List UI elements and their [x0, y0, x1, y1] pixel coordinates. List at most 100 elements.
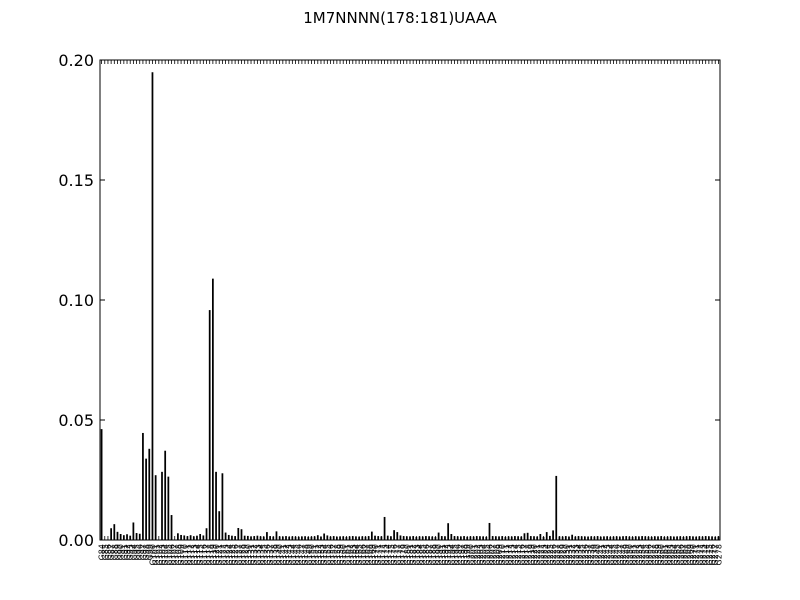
bar-120	[215, 471, 217, 540]
x-tick-label: G172	[377, 544, 386, 565]
x-tick-label: G211	[501, 544, 510, 565]
x-tick-label: G110	[180, 544, 189, 565]
x-tick-label: G149	[304, 544, 313, 565]
bar-226	[552, 530, 554, 540]
x-tick-label: G224	[543, 544, 552, 565]
bar-117	[205, 528, 208, 540]
x-tick-label: G215	[514, 544, 523, 565]
x-tick-label: G85	[101, 544, 110, 560]
x-tick-label: G111	[183, 544, 192, 565]
x-tick-label: G89	[113, 544, 122, 560]
x-tick-label: G244	[606, 544, 615, 565]
x-tick-label: G259	[654, 544, 663, 565]
x-tick-label: G142	[282, 544, 291, 565]
x-tick-label: G126	[231, 544, 240, 565]
x-tick-label: G118	[206, 544, 215, 565]
x-tick-label: G209	[495, 544, 504, 565]
x-tick-label: G248	[619, 544, 628, 565]
x-tick-label: G260	[657, 544, 666, 565]
x-tick-label: G203	[476, 544, 485, 565]
bar-103	[161, 471, 163, 540]
x-tick-label: G146	[295, 544, 304, 565]
x-tick-label: G250	[625, 544, 634, 565]
x-tick-label: G115	[196, 544, 205, 565]
x-tick-label: G198	[460, 544, 469, 565]
x-tick-label: G122	[218, 544, 227, 565]
bar-227	[555, 475, 558, 540]
x-tick-label: G194	[447, 544, 456, 565]
x-tick-label: G87	[107, 544, 116, 560]
x-tick-label: G182	[409, 544, 418, 565]
x-tick-label: G168	[365, 544, 374, 565]
x-tick-label: G178	[396, 544, 405, 565]
bar-118	[208, 310, 211, 540]
x-tick-label: G171	[374, 544, 383, 565]
x-tick-label: G267	[679, 544, 688, 565]
x-tick-label: G223	[540, 544, 549, 565]
x-tick-label: G135	[260, 544, 269, 565]
x-tick-label: G117	[203, 544, 212, 565]
x-tick-label: G268	[683, 544, 692, 565]
x-tick-label: G272	[695, 544, 704, 565]
x-tick-label: G102	[155, 544, 164, 565]
bar-94	[132, 522, 135, 540]
x-tick-label: G193	[444, 544, 453, 565]
x-tick-label: G225	[546, 544, 555, 565]
bar-193	[447, 523, 450, 540]
x-tick-label: G195	[451, 544, 460, 565]
x-tick-label: G222	[536, 544, 545, 565]
x-tick-label: G189	[431, 544, 440, 565]
x-tick-label: G191	[438, 544, 447, 565]
x-tick-label: G271	[692, 544, 701, 565]
x-tick-label: G276	[708, 544, 717, 565]
x-tick-label: G231	[565, 544, 574, 565]
x-tick-label: G91	[120, 544, 129, 560]
x-tick-label: G94	[129, 544, 138, 560]
bar-100	[151, 72, 154, 541]
x-tick-label: G153	[317, 544, 326, 565]
x-tick-label: G245	[609, 544, 618, 565]
chart-title: 1M7NNNN(178:181)UAAA	[303, 9, 497, 27]
x-tick-label: G160	[339, 544, 348, 565]
x-tick-label: G92	[123, 544, 132, 560]
x-tick-label: G100	[148, 544, 157, 565]
x-tick-label: G139	[272, 544, 281, 565]
x-tick-label: G143	[285, 544, 294, 565]
x-tick-label: G192	[441, 544, 450, 565]
x-tick-label: G234	[575, 544, 584, 565]
x-tick-label: G265	[673, 544, 682, 565]
x-tick-label: G109	[177, 544, 186, 565]
x-tick-label: G207	[489, 544, 498, 565]
x-tick-label: G277	[711, 544, 720, 565]
x-tick-label: G243	[603, 544, 612, 565]
bar-104	[164, 450, 167, 540]
x-tick-label: G237	[584, 544, 593, 565]
x-tick-label: G103	[158, 544, 167, 565]
x-tick-label: G183	[412, 544, 421, 565]
x-tick-label: G262	[664, 544, 673, 565]
x-tick-label: G152	[314, 544, 323, 565]
x-tick-label: G104	[161, 544, 170, 565]
x-tick-label: G261	[660, 544, 669, 565]
x-tick-label: G176	[390, 544, 399, 565]
x-tick-label: G140	[276, 544, 285, 565]
x-tick-label: G212	[505, 544, 514, 565]
x-tick-label: G214	[511, 544, 520, 565]
x-tick-label: G208	[492, 544, 501, 565]
x-tick-label: G236	[581, 544, 590, 565]
x-tick-label: G128	[237, 544, 246, 565]
x-tick-label: G116	[199, 544, 208, 565]
x-tick-label: G157	[330, 544, 339, 565]
x-tick-label: G137	[266, 544, 275, 565]
x-tick-label: G233	[571, 544, 580, 565]
x-tick-label: G170	[371, 544, 380, 565]
x-tick-label: G125	[228, 544, 237, 565]
x-tick-label: G163	[349, 544, 358, 565]
x-tick-label: G173	[381, 544, 390, 565]
x-tick-label: G155	[323, 544, 332, 565]
x-tick-label: G226	[549, 544, 558, 565]
x-tick-label: G253	[635, 544, 644, 565]
x-tick-label: G238	[587, 544, 596, 565]
y-tick-label: 0.15	[58, 171, 94, 190]
bar-169	[370, 531, 373, 540]
